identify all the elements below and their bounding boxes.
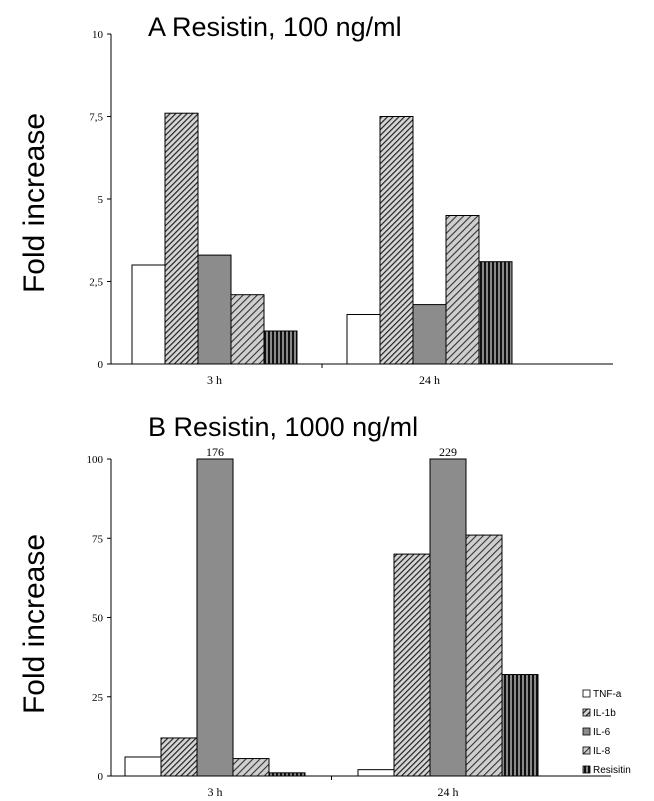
legend-swatch	[582, 765, 591, 774]
bar-il-6-24h	[412, 304, 447, 365]
bar-resisitin-24h	[501, 674, 539, 777]
bar-il-6-3h	[196, 458, 234, 777]
panel-b-title: B Resistin, 1000 ng/ml	[148, 412, 418, 442]
legend-swatch	[582, 689, 591, 698]
x-category-label: 3 h	[207, 373, 222, 387]
bar-il-1b-24h	[393, 553, 431, 777]
y-tick-label: 100	[87, 454, 104, 466]
legend: TNF-a IL-1b IL-6 IL-8 Resisitin	[582, 689, 631, 776]
legend-swatch	[582, 727, 591, 736]
bar-il-8-24h	[465, 534, 503, 777]
bar-il-1b-24h	[379, 116, 414, 365]
x-category-label: 24 h	[419, 373, 440, 387]
legend-label: IL-1b	[593, 708, 616, 719]
bar-value-label: 176	[206, 445, 224, 459]
y-tick-label: 50	[92, 613, 104, 625]
y-tick-label: 7,5	[89, 112, 103, 124]
x-category-label: 3 h	[208, 785, 223, 799]
bar-il-6-24h	[429, 458, 467, 777]
y-tick-label: 25	[92, 692, 104, 704]
bar-il-1b-3h	[164, 112, 199, 365]
y-tick-label: 2,5	[89, 277, 103, 289]
bar-il-6-3h	[197, 254, 232, 365]
bar-tnf-a-24h	[357, 769, 395, 777]
bar-resisitin-24h	[478, 261, 513, 365]
panel-b-y-axis-label: Fold increase	[18, 534, 51, 714]
legend-swatch	[582, 708, 591, 717]
legend-label: TNF-a	[593, 689, 622, 700]
panel-a: A Resistin, 100 ng/ml Fold increase 0 2,5…	[18, 12, 613, 387]
panel-a-title: A Resistin, 100 ng/ml	[148, 12, 402, 42]
panel-a-y-axis-label: Fold increase	[18, 113, 51, 293]
panel-b: B Resistin, 1000 ng/ml Fold increase 176…	[18, 412, 611, 799]
legend-swatch	[582, 746, 591, 755]
y-tick-label: 10	[92, 29, 104, 41]
y-tick-label: 0	[98, 359, 104, 371]
bar-il-1b-3h	[160, 737, 198, 777]
bar-il-8-3h	[232, 758, 270, 777]
bar-il-8-24h	[445, 215, 480, 365]
y-tick-label: 0	[98, 771, 104, 783]
bar-resisitin-3h	[263, 330, 298, 365]
bar-tnf-a-24h	[346, 314, 381, 365]
x-category-label: 24 h	[438, 785, 459, 799]
legend-label: IL-8	[593, 746, 611, 757]
bar-tnf-a-3h	[131, 264, 166, 365]
bar-il-8-3h	[230, 294, 265, 365]
bar-tnf-a-3h	[124, 756, 162, 777]
bar-value-label: 229	[439, 445, 457, 459]
legend-label: IL-6	[593, 727, 611, 738]
legend-label: Resisitin	[593, 765, 631, 776]
y-tick-label: 75	[92, 533, 104, 545]
y-tick-label: 5	[98, 194, 104, 206]
